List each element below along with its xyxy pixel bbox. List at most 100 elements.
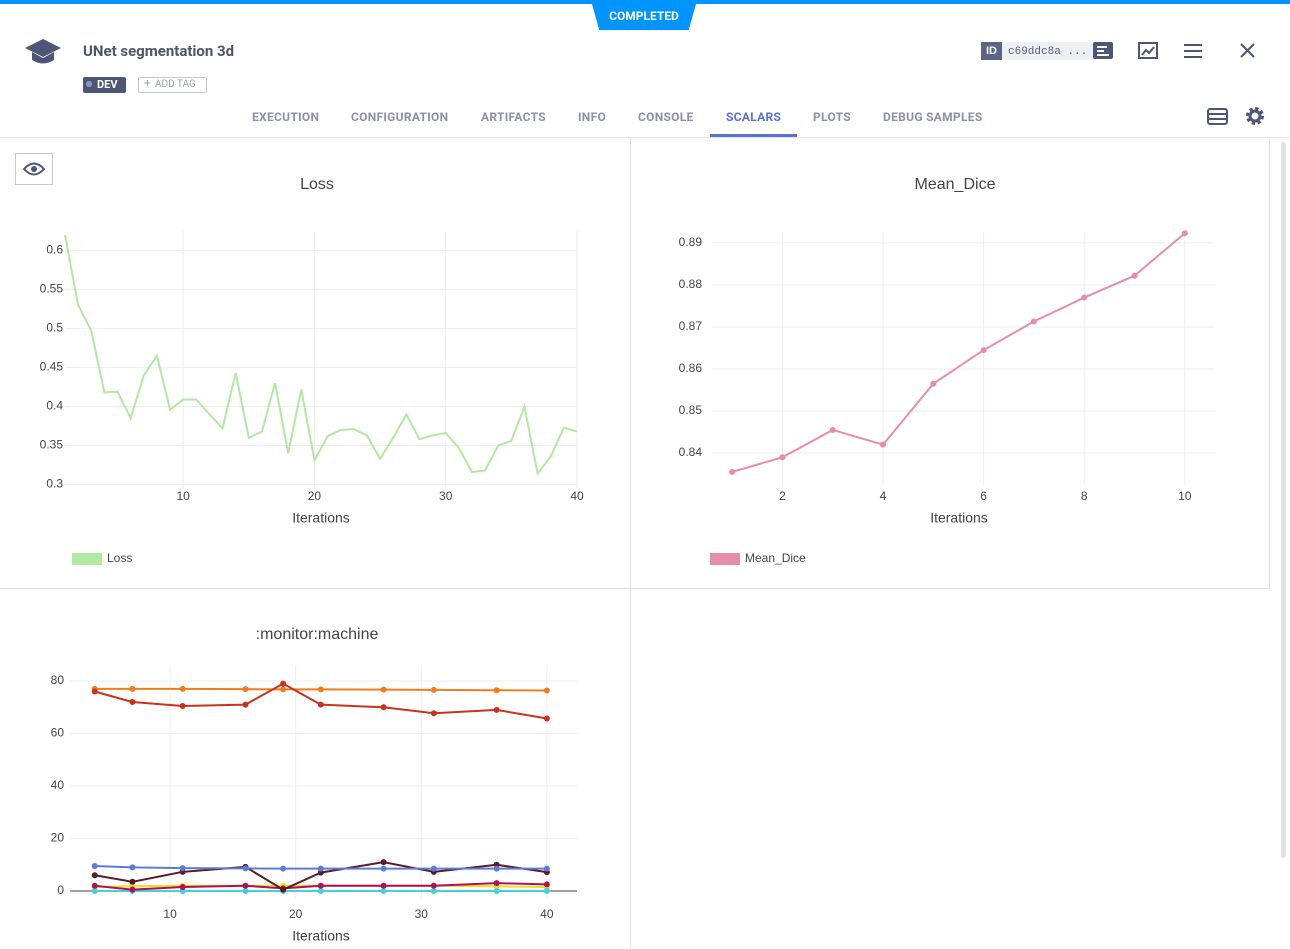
- chart-title: :monitor:machine: [256, 626, 379, 643]
- data-point: [543, 865, 550, 872]
- data-point: [1030, 318, 1037, 325]
- x-tick-label: 6: [980, 489, 987, 503]
- id-label: ID: [981, 42, 1002, 60]
- data-point: [430, 710, 437, 717]
- close-button[interactable]: [1240, 43, 1255, 58]
- data-point: [930, 380, 937, 387]
- series-line: [94, 865, 547, 870]
- data-point: [91, 863, 98, 870]
- data-point: [242, 686, 249, 693]
- y-tick-label: 0: [57, 883, 64, 897]
- tab[interactable]: PLOTS: [813, 110, 851, 124]
- chart-title: Loss: [300, 176, 334, 193]
- y-tick-label: 0.88: [679, 277, 703, 291]
- data-point: [543, 881, 550, 888]
- data-point: [242, 882, 249, 889]
- menu-button[interactable]: [1184, 44, 1202, 58]
- series-line: [94, 882, 547, 891]
- tab[interactable]: CONFIGURATION: [351, 110, 449, 124]
- y-tick-label: 0.35: [40, 438, 64, 452]
- y-tick-label: 80: [51, 673, 65, 687]
- chart-mean-dice: Mean_Dice 0.84 0.85 0.86 0.87 0.88 0.89 2 4 6 8 10 I…: [679, 176, 1215, 565]
- tab[interactable]: EXECUTION: [252, 110, 320, 124]
- data-point: [129, 878, 136, 885]
- data-point: [91, 882, 98, 889]
- x-tick-label: 30: [439, 489, 453, 503]
- chart-loss: Loss 0.3 0.35 0.4 0.45 0.5 0.55 0.6 10 20 30 40 Iter…: [40, 176, 584, 565]
- y-tick-label: 40: [51, 778, 65, 792]
- tag-dot: [86, 81, 92, 87]
- y-tick-label: 0.45: [40, 360, 64, 374]
- add-tag[interactable]: ADD TAG: [138, 77, 207, 93]
- data-point: [543, 687, 550, 694]
- x-tick-label: 20: [308, 489, 322, 503]
- y-tick-label: 0.86: [679, 361, 703, 375]
- data-point: [380, 887, 387, 894]
- y-tick-label: 0.4: [46, 399, 63, 413]
- y-tick-label: 60: [51, 726, 65, 740]
- data-point: [280, 865, 287, 872]
- x-tick-label: 2: [779, 489, 786, 503]
- data-point: [91, 887, 98, 894]
- data-point: [729, 468, 736, 475]
- settings-button[interactable]: [1246, 107, 1264, 125]
- panel-loss: [0, 138, 630, 589]
- y-tick-label: 0.84: [679, 445, 703, 459]
- tab[interactable]: CONSOLE: [638, 110, 694, 124]
- data-point: [280, 686, 287, 693]
- data-point: [430, 887, 437, 894]
- data-point: [380, 859, 387, 866]
- x-tick-label: 4: [880, 489, 887, 503]
- x-tick-label: 8: [1081, 489, 1088, 503]
- data-point: [317, 686, 324, 693]
- x-axis-label: Iterations: [930, 510, 988, 526]
- data-point: [779, 454, 786, 461]
- data-point: [179, 702, 186, 709]
- data-point: [493, 880, 500, 887]
- info-button[interactable]: [1093, 42, 1113, 59]
- y-tick-label: 0.89: [679, 235, 703, 249]
- data-point: [380, 704, 387, 711]
- x-tick-label: 20: [289, 907, 303, 921]
- scrollbar[interactable]: [1281, 142, 1286, 858]
- data-point: [129, 886, 136, 893]
- data-point: [1081, 294, 1088, 301]
- data-point: [493, 865, 500, 872]
- tab[interactable]: ARTIFACTS: [481, 110, 546, 124]
- data-point: [242, 887, 249, 894]
- data-point: [493, 687, 500, 694]
- compare-button[interactable]: [1138, 42, 1158, 59]
- data-point: [280, 680, 287, 687]
- data-point: [493, 706, 500, 713]
- data-point: [317, 882, 324, 889]
- chart-monitor: :monitor:machine 0 20 40 60 80 10 20 30 40 Iterati…: [51, 626, 577, 944]
- x-tick-label: 40: [540, 907, 554, 921]
- data-point: [1131, 272, 1138, 279]
- x-tick-label: 10: [176, 489, 190, 503]
- data-point: [179, 685, 186, 692]
- data-point: [493, 887, 500, 894]
- y-tick-label: 0.5: [46, 321, 63, 335]
- data-point: [242, 865, 249, 872]
- data-point: [179, 865, 186, 872]
- data-point: [242, 701, 249, 708]
- series-line: [64, 234, 578, 476]
- data-point: [380, 882, 387, 889]
- data-point: [91, 688, 98, 695]
- tab[interactable]: INFO: [578, 110, 607, 124]
- tab[interactable]: DEBUG SAMPLES: [883, 110, 983, 124]
- tab-divider: [0, 137, 1290, 138]
- add-tag-button[interactable]: + ADD TAG: [138, 76, 212, 93]
- data-point: [543, 887, 550, 894]
- tag[interactable]: DEV: [83, 77, 126, 93]
- series-line: [94, 687, 547, 692]
- panel-divider: [630, 589, 631, 949]
- chart-title: Mean_Dice: [915, 176, 996, 193]
- toggle-visibility-button[interactable]: [15, 153, 53, 185]
- table-view-button[interactable]: [1207, 108, 1228, 125]
- tab[interactable]: SCALARS: [726, 110, 782, 124]
- data-point: [129, 864, 136, 871]
- task-icon: [25, 39, 61, 64]
- id-box[interactable]: ID c69ddc8a ...: [981, 42, 1094, 60]
- x-tick-label: 30: [415, 907, 429, 921]
